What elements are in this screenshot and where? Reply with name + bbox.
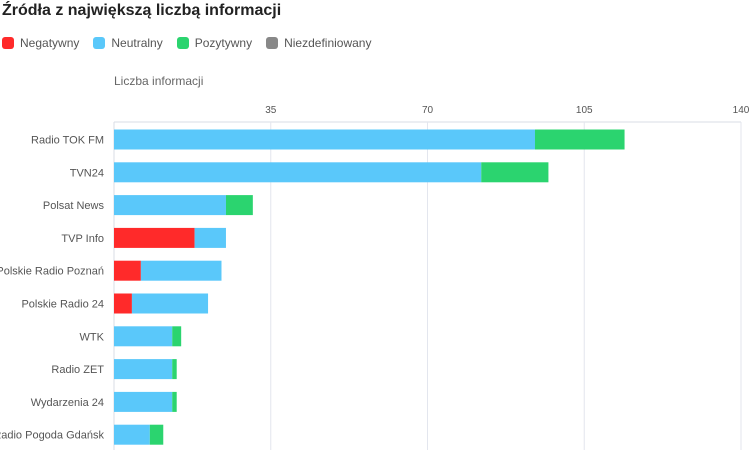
category-label: WTK: [80, 331, 105, 343]
category-label: TVP Info: [61, 233, 104, 245]
bar-segment-neutralny[interactable]: [114, 326, 173, 347]
bar-segment-pozytywny[interactable]: [172, 391, 177, 412]
x-axis-title: Liczba informacji: [114, 74, 204, 88]
category-label: Radio TOK FM: [31, 135, 104, 147]
legend: Negatywny Neutralny Pozytywny Niezdefini…: [2, 36, 371, 50]
chart-title: Źródła z największą liczbą informacji: [2, 2, 282, 19]
bar-segment-neutralny[interactable]: [114, 359, 173, 380]
bar-segment-neutralny[interactable]: [194, 227, 226, 248]
legend-label-pozytywny: Pozytywny: [194, 36, 253, 50]
bar-segment-pozytywny[interactable]: [534, 129, 625, 150]
x-tick-label: 35: [265, 105, 277, 116]
bar-segment-negatywny[interactable]: [114, 260, 141, 281]
bar-segment-neutralny[interactable]: [114, 424, 150, 445]
bar-segment-neutralny[interactable]: [140, 260, 222, 281]
bar-segment-pozytywny[interactable]: [481, 162, 549, 183]
legend-swatch-niezdefiniowany: [266, 37, 279, 49]
bar-segment-neutralny[interactable]: [114, 129, 535, 150]
bar-segment-pozytywny[interactable]: [225, 195, 253, 216]
bar-segment-pozytywny[interactable]: [149, 424, 164, 445]
x-tick-label: 140: [733, 105, 750, 116]
category-label: Wydarzenia 24: [31, 397, 104, 409]
legend-label-neutralny: Neutralny: [111, 36, 163, 50]
bar-segment-neutralny[interactable]: [114, 391, 173, 412]
bar-segment-pozytywny[interactable]: [172, 326, 182, 347]
category-label: TVN24: [70, 167, 104, 179]
legend-swatch-pozytywny: [176, 37, 189, 49]
legend-label-negatywny: Negatywny: [20, 36, 80, 50]
bar-segment-neutralny[interactable]: [114, 162, 482, 183]
x-tick-label: 105: [576, 105, 593, 116]
category-label: Polskie Radio Poznań: [0, 266, 104, 278]
legend-item-negatywny[interactable]: Negatywny: [2, 36, 79, 50]
x-tick-label: 70: [422, 105, 434, 116]
category-label: Polsat News: [43, 200, 105, 212]
legend-swatch-neutralny: [93, 37, 106, 49]
legend-item-niezdefiniowany[interactable]: Niezdefiniowany: [266, 36, 371, 50]
bar-segment-negatywny[interactable]: [114, 227, 195, 248]
category-label: Polskie Radio 24: [21, 299, 104, 311]
legend-label-niezdefiniowany: Niezdefiniowany: [284, 36, 372, 50]
bar-segment-negatywny[interactable]: [114, 293, 132, 314]
category-label: Radio ZET: [51, 364, 104, 376]
bar-segment-pozytywny[interactable]: [172, 359, 177, 380]
legend-item-pozytywny[interactable]: Pozytywny: [176, 36, 253, 50]
legend-swatch-negatywny: [2, 37, 14, 49]
bar-segment-neutralny[interactable]: [114, 195, 226, 216]
legend-item-neutralny[interactable]: Neutralny: [93, 36, 163, 50]
category-label: Radio Pogoda Gdańsk: [0, 430, 105, 442]
bar-segment-neutralny[interactable]: [131, 293, 209, 314]
